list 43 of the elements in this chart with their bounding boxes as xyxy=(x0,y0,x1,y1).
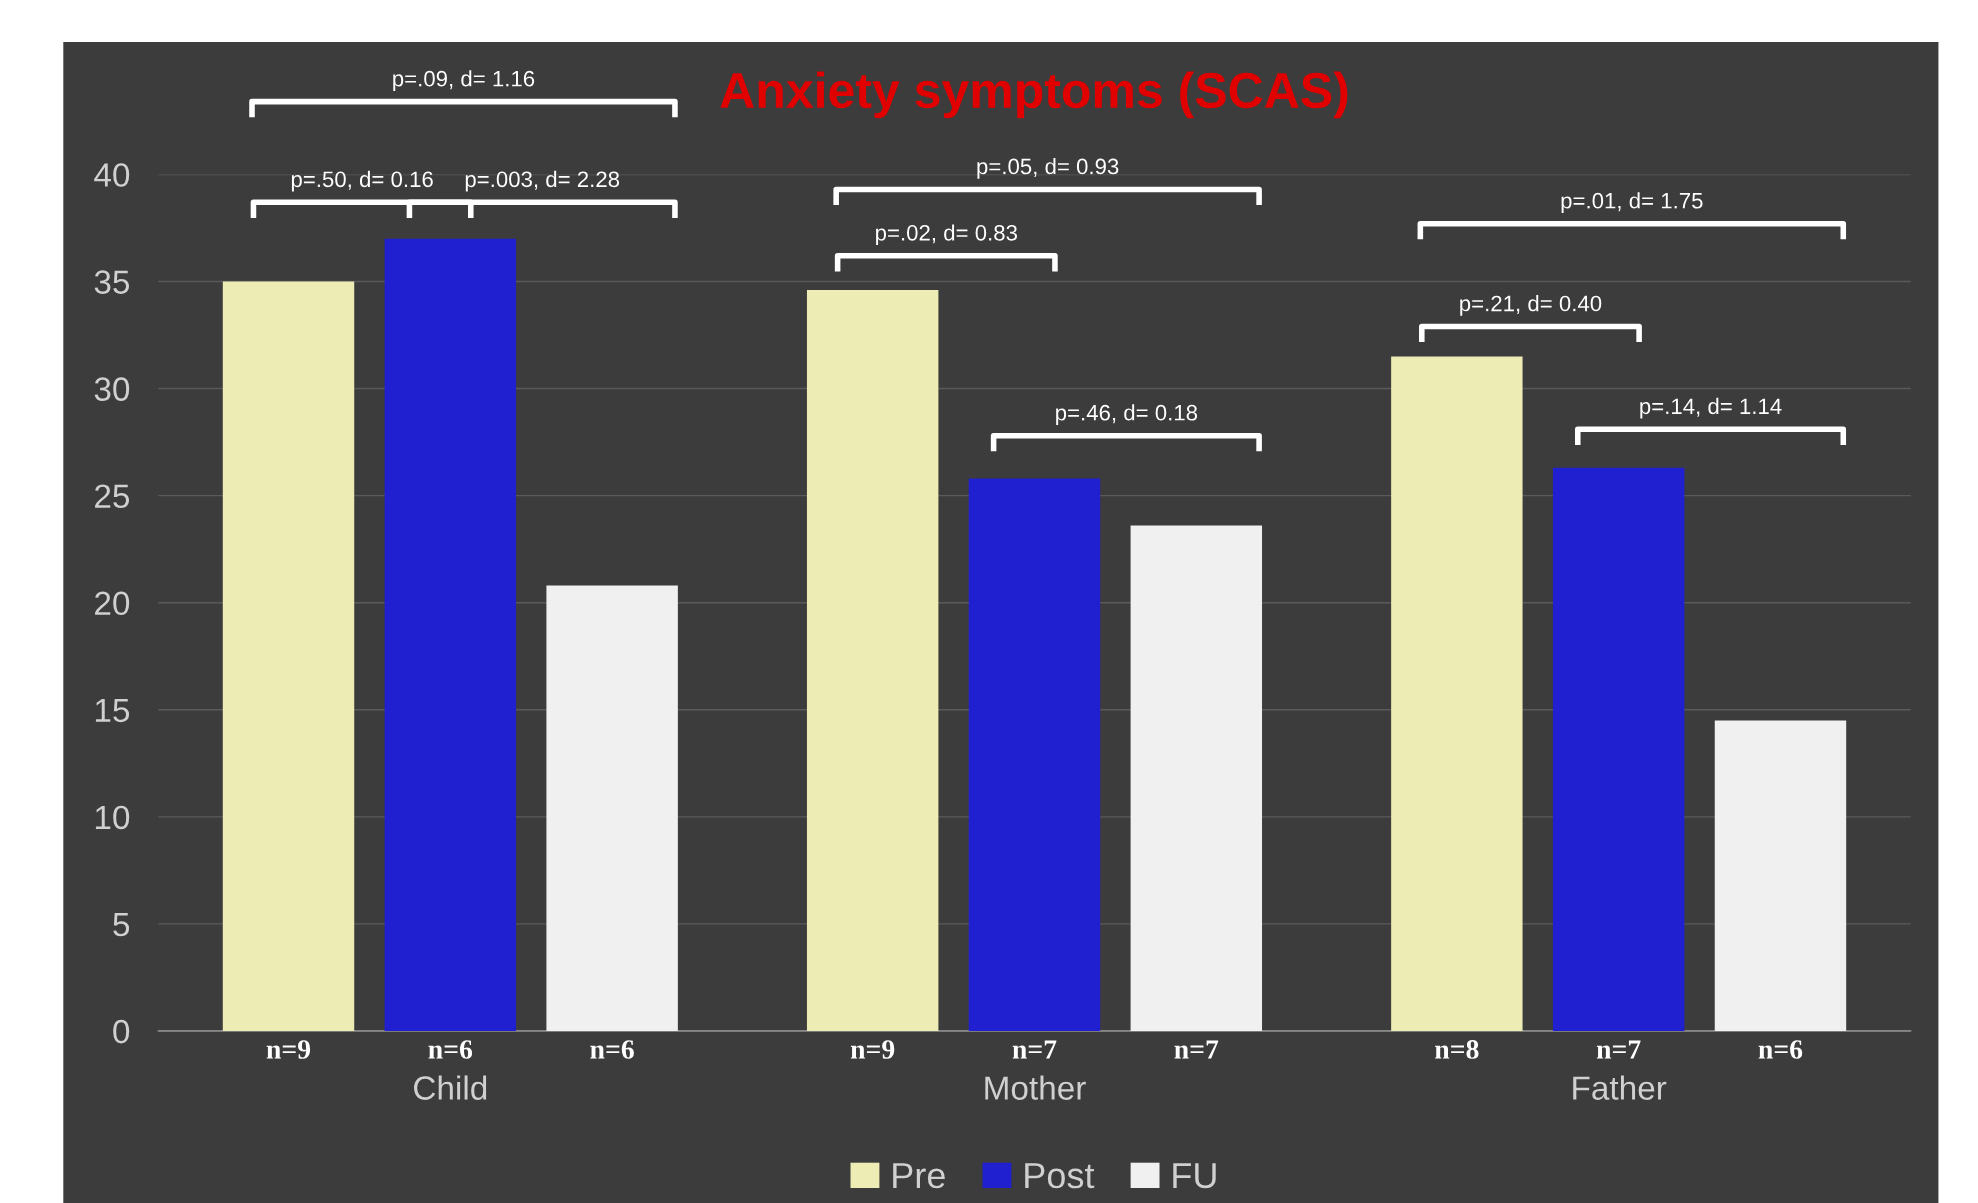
text: n=6 xyxy=(590,1040,634,1059)
text: n=7 xyxy=(1174,1040,1219,1059)
y-tick-label: 25 xyxy=(95,484,130,509)
annotation: p=.05, d= 0.93 xyxy=(977,158,1119,179)
y-tick-label: 5 xyxy=(113,913,130,937)
bar xyxy=(546,585,678,1031)
x-tick-label: Child xyxy=(414,1075,487,1100)
bar xyxy=(968,478,1101,1031)
annotation: p=.21, d= 0.40 xyxy=(1460,295,1602,316)
text: n=9 xyxy=(266,1040,311,1059)
bar xyxy=(806,290,939,1031)
legend-label: Post xyxy=(1025,1163,1095,1189)
legend-label: FU xyxy=(1173,1163,1216,1189)
chart-title: Anxiety symptoms (SCAS) xyxy=(720,71,1348,119)
text: n=7 xyxy=(1596,1040,1641,1059)
y-tick-label: 35 xyxy=(94,270,130,294)
annotation: p=.14, d= 1.14 xyxy=(1640,397,1782,419)
bar xyxy=(1714,720,1847,1031)
bar xyxy=(1391,356,1523,1031)
y-tick-label: 30 xyxy=(94,377,130,401)
text: n=8 xyxy=(1435,1040,1479,1059)
y-tick-label: 20 xyxy=(95,591,130,616)
bar xyxy=(1130,525,1263,1031)
text: n=6 xyxy=(428,1040,473,1059)
x-tick-label: Father xyxy=(1573,1075,1667,1100)
bar xyxy=(384,238,517,1031)
text: n=6 xyxy=(1758,1040,1803,1059)
bar xyxy=(222,281,355,1031)
annotation: p=.02, d= 0.83 xyxy=(876,224,1017,246)
annotation: p=.01, d= 1.75 xyxy=(1561,192,1703,213)
y-tick-label: 40 xyxy=(94,163,130,187)
text: p=.09, d= 1.16 xyxy=(393,70,535,91)
annotation: p=.46, d= 0.18 xyxy=(1056,404,1198,425)
annotation: p=.003, d= 2.28 xyxy=(465,170,620,192)
legend-label: Pre xyxy=(893,1163,945,1189)
bar xyxy=(1552,467,1685,1031)
text: n=7 xyxy=(1012,1040,1057,1059)
x-tick-label: Mother xyxy=(985,1075,1086,1100)
text: n=9 xyxy=(850,1040,895,1059)
y-tick-label: 0 xyxy=(113,1019,130,1044)
annotation: p=.50, d= 0.16 xyxy=(291,170,433,192)
y-tick-label: 10 xyxy=(95,805,130,830)
y-tick-label: 15 xyxy=(95,698,130,723)
